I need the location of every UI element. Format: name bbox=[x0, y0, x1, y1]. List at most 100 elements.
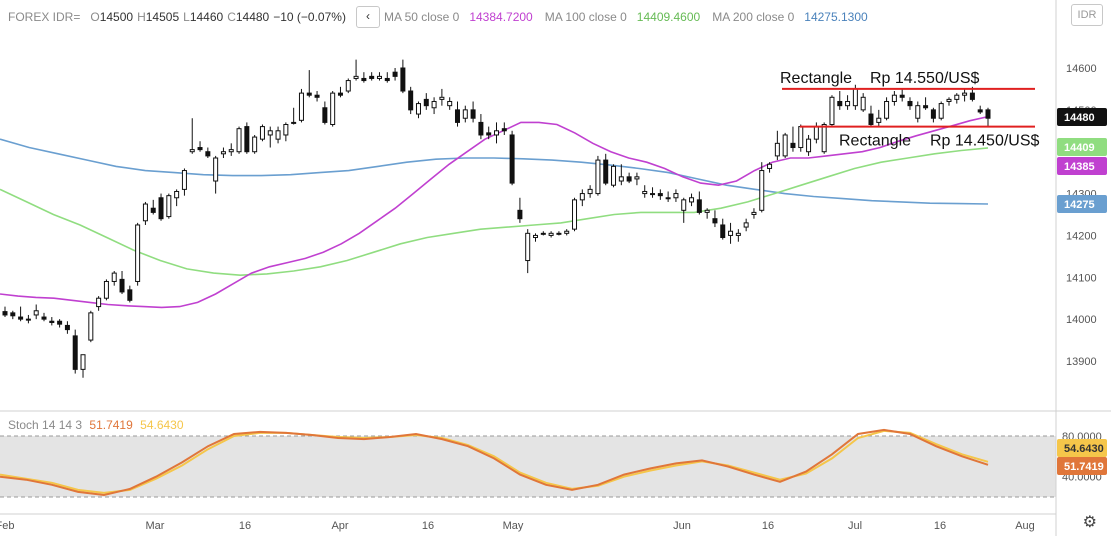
candle-body bbox=[923, 105, 929, 109]
candle bbox=[423, 93, 429, 110]
candle-body bbox=[790, 142, 796, 149]
stoch-d-line bbox=[0, 429, 989, 494]
price-axis-label: 14409 bbox=[1057, 138, 1107, 156]
ma200-value: 14275.1300 bbox=[804, 10, 868, 24]
candle-body bbox=[626, 176, 632, 182]
candle bbox=[96, 296, 102, 311]
candle bbox=[244, 122, 250, 154]
candle bbox=[915, 101, 921, 123]
candle-body bbox=[533, 234, 539, 239]
candle-body bbox=[244, 126, 250, 153]
candle bbox=[462, 105, 468, 123]
candle bbox=[509, 130, 515, 186]
candle bbox=[876, 109, 882, 127]
candle-body bbox=[454, 109, 460, 123]
candle bbox=[774, 130, 780, 161]
candle-body bbox=[2, 311, 8, 316]
open-label: O bbox=[90, 10, 100, 24]
candle-body bbox=[774, 142, 780, 157]
candle-body bbox=[96, 297, 102, 308]
candle-body bbox=[330, 92, 336, 126]
candle bbox=[25, 314, 31, 324]
candle bbox=[673, 189, 679, 202]
price-axis-label: 14385 bbox=[1057, 157, 1107, 175]
candle bbox=[525, 229, 531, 274]
candle bbox=[369, 72, 375, 81]
candle-body bbox=[962, 92, 968, 96]
ohlc-legend: FOREX IDR= O 14500 H 14505 L 14460 C 144… bbox=[8, 6, 872, 28]
candle-body bbox=[10, 312, 16, 317]
symbol-label: FOREX IDR= bbox=[8, 10, 81, 24]
time-tick-label: Jun bbox=[673, 520, 691, 532]
candle-body bbox=[103, 280, 109, 299]
candle bbox=[720, 218, 726, 240]
candle-body bbox=[392, 71, 398, 77]
candle-body bbox=[135, 224, 141, 282]
price-axis-label-text: 14275 bbox=[1064, 199, 1095, 211]
candle bbox=[205, 147, 211, 158]
candle bbox=[64, 321, 70, 334]
candle-body bbox=[205, 151, 211, 157]
high-value: 14505 bbox=[145, 10, 180, 24]
candle bbox=[119, 271, 125, 295]
candle-body bbox=[345, 80, 351, 92]
candle-body bbox=[80, 354, 86, 370]
candle bbox=[322, 101, 328, 125]
candle bbox=[618, 164, 624, 186]
candle bbox=[330, 91, 336, 127]
candle-body bbox=[728, 230, 734, 236]
candle-body bbox=[119, 278, 125, 293]
price-tick-label: 14600 bbox=[1066, 63, 1097, 75]
candle bbox=[962, 88, 968, 102]
gear-icon[interactable]: ⚙ bbox=[1082, 514, 1097, 531]
candle bbox=[127, 285, 133, 303]
candle-body bbox=[884, 100, 890, 119]
candle-body bbox=[907, 100, 913, 107]
candle-body bbox=[189, 149, 195, 153]
candle-body bbox=[798, 126, 804, 149]
candle bbox=[790, 126, 796, 152]
candle-body bbox=[478, 121, 484, 136]
rectangle-annotation: Rp 14.550/US$ bbox=[870, 70, 980, 87]
candle bbox=[806, 134, 812, 156]
candle bbox=[821, 122, 827, 154]
candle bbox=[80, 354, 86, 378]
candle-body bbox=[213, 157, 219, 182]
time-tick-label: 16 bbox=[422, 520, 434, 532]
candle bbox=[298, 88, 304, 123]
candle bbox=[111, 271, 117, 286]
candle-body bbox=[283, 124, 289, 136]
candle-body bbox=[57, 320, 63, 325]
candle-body bbox=[64, 324, 70, 331]
candle bbox=[884, 97, 890, 121]
ma50-value: 14384.7200 bbox=[469, 10, 533, 24]
time-tick-label: 16 bbox=[239, 520, 251, 532]
candle bbox=[88, 310, 94, 343]
candle-body bbox=[876, 117, 882, 123]
candle bbox=[626, 172, 632, 184]
candle-body bbox=[142, 203, 148, 222]
candle bbox=[540, 231, 546, 236]
time-tick-label: May bbox=[503, 520, 524, 532]
candle bbox=[587, 185, 593, 198]
candle bbox=[907, 97, 913, 110]
price-axis-label-text: 54.6430 bbox=[1064, 443, 1104, 455]
candle-body bbox=[501, 128, 507, 132]
candle-body bbox=[111, 272, 117, 282]
currency-button[interactable]: IDR bbox=[1071, 4, 1103, 26]
candle-body bbox=[33, 310, 39, 316]
candle bbox=[189, 118, 195, 154]
candle bbox=[470, 101, 476, 123]
time-tick-label: Mar bbox=[146, 520, 165, 532]
candle bbox=[259, 124, 265, 142]
candle bbox=[392, 68, 398, 81]
price-axis-label: 14480 bbox=[1057, 108, 1107, 126]
candle bbox=[447, 97, 453, 110]
candle-body bbox=[41, 316, 47, 320]
candle bbox=[946, 97, 952, 106]
candle-body bbox=[821, 124, 827, 153]
candle-body bbox=[298, 92, 304, 121]
collapse-legend-button[interactable]: ‹ bbox=[355, 6, 380, 28]
